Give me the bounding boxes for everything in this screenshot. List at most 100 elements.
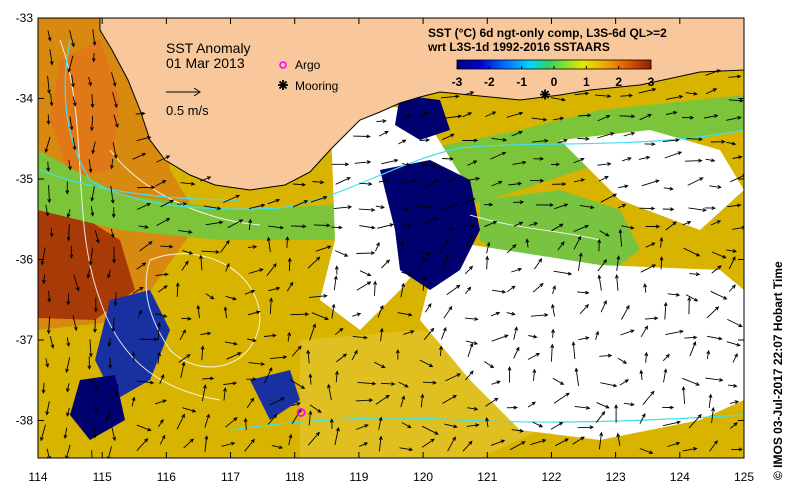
current-arrow-icon	[687, 296, 692, 315]
current-arrow-icon	[662, 353, 670, 362]
current-arrow-icon	[398, 139, 407, 145]
current-arrow-icon	[108, 357, 113, 369]
current-arrow-icon	[69, 29, 75, 48]
current-arrow-icon	[138, 225, 150, 229]
current-arrow-icon	[315, 245, 332, 252]
current-arrow-icon	[49, 93, 54, 107]
current-arrow-icon	[71, 75, 75, 88]
current-arrow-icon	[354, 160, 372, 164]
current-arrow-icon	[307, 431, 320, 446]
current-arrow-icon	[243, 417, 248, 430]
current-arrow-icon	[441, 253, 450, 271]
current-arrow-icon	[334, 327, 344, 336]
current-arrow-icon	[491, 137, 508, 142]
current-arrow-icon	[112, 246, 117, 264]
current-arrow-icon	[111, 72, 117, 87]
current-arrow-icon	[552, 377, 565, 385]
current-arrow-icon	[620, 329, 635, 336]
current-arrow-icon	[705, 158, 716, 163]
current-arrow-icon	[225, 295, 237, 301]
current-arrow-icon	[573, 235, 582, 250]
current-arrow-icon	[728, 383, 738, 388]
current-arrow-icon	[535, 203, 554, 207]
current-arrow-icon	[286, 281, 294, 292]
current-arrow-icon	[306, 349, 311, 364]
current-arrow-icon	[681, 115, 695, 120]
current-arrow-icon	[571, 341, 576, 360]
current-arrow-icon	[513, 326, 518, 340]
current-arrow-icon	[709, 440, 718, 452]
current-arrow-icon	[72, 315, 78, 332]
current-arrow-icon	[466, 423, 480, 428]
current-arrow-icon	[66, 383, 70, 393]
current-arrow-icon	[137, 309, 142, 318]
current-arrow-icon	[573, 178, 586, 183]
current-arrow-icon	[333, 205, 353, 210]
current-arrow-icon	[93, 318, 97, 334]
current-arrow-icon	[424, 303, 432, 313]
argo-marker-icon	[279, 61, 287, 69]
current-arrow-icon	[246, 397, 255, 409]
current-arrow-icon	[359, 225, 376, 230]
current-arrow-icon	[291, 345, 302, 357]
current-arrow-icon	[551, 162, 561, 167]
current-arrow-icon	[682, 446, 698, 452]
current-arrow-icon	[710, 220, 722, 226]
current-arrow-icon	[378, 416, 383, 430]
current-arrow-icon	[513, 200, 525, 205]
current-arrow-icon	[63, 427, 68, 440]
current-arrow-icon	[533, 156, 545, 161]
current-arrow-icon	[335, 370, 339, 383]
current-arrow-icon	[513, 346, 520, 359]
current-arrow-icon	[511, 267, 523, 273]
shelf-band	[38, 95, 744, 240]
current-arrow-icon	[579, 304, 589, 315]
current-arrow-icon	[223, 194, 241, 203]
current-arrow-icon	[708, 393, 713, 409]
current-arrow-icon	[688, 413, 702, 429]
mooring-marker[interactable]	[540, 89, 551, 100]
current-arrow-icon	[439, 345, 443, 357]
current-arrow-icon	[553, 392, 570, 404]
current-arrow-icon	[464, 317, 479, 321]
current-arrow-icon	[69, 116, 74, 131]
current-arrow-icon	[468, 176, 481, 181]
current-arrow-icon	[462, 440, 473, 452]
current-arrow-icon	[136, 202, 152, 210]
current-arrow-icon	[512, 160, 527, 165]
argo-float-marker[interactable]	[296, 408, 306, 417]
current-arrow-icon	[111, 426, 117, 442]
current-arrow-icon	[107, 338, 112, 347]
current-arrow-icon	[705, 69, 722, 76]
current-arrow-icon	[73, 274, 80, 292]
current-arrow-icon	[155, 180, 167, 187]
current-arrow-icon	[727, 318, 743, 327]
map-date: 01 Mar 2013	[166, 55, 245, 71]
current-arrow-icon	[618, 228, 623, 247]
current-arrow-icon	[467, 342, 474, 358]
current-arrow-icon	[710, 139, 726, 144]
current-arrow-icon	[513, 221, 524, 227]
current-arrow-icon	[180, 361, 186, 379]
colorbar-ticks: -3 -2 -1 0 1 2 3	[452, 66, 655, 89]
current-arrow-icon	[375, 394, 390, 405]
current-arrow-icon	[40, 247, 46, 266]
current-arrow-icon	[110, 228, 115, 239]
current-arrow-icon	[595, 410, 606, 423]
current-arrow-icon	[623, 402, 635, 407]
current-arrow-icon	[247, 244, 258, 249]
current-arrow-icon	[248, 362, 266, 366]
current-arrow-icon	[180, 181, 196, 186]
current-arrow-icon	[178, 229, 193, 234]
current-arrow-icon	[643, 282, 647, 293]
current-arrow-icon	[687, 177, 704, 186]
current-arrow-icon	[377, 223, 395, 229]
current-arrow-icon	[511, 428, 525, 433]
current-arrow-icon	[596, 132, 615, 139]
current-arrow-icon	[663, 368, 668, 383]
current-arrow-icon	[352, 335, 368, 340]
current-arrow-icon	[46, 316, 51, 335]
current-arrow-icon	[685, 91, 698, 96]
current-arrow-icon	[267, 413, 278, 425]
current-arrow-icon	[596, 402, 610, 409]
